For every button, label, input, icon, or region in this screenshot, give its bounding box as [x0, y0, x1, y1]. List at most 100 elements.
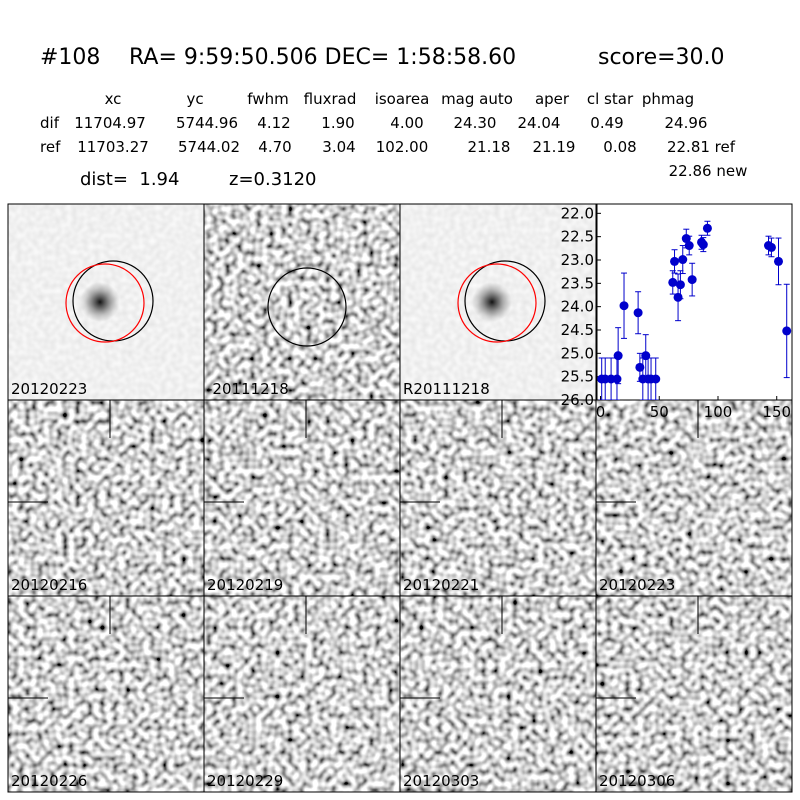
- stamp: 20120226: [7, 595, 205, 793]
- point: [678, 255, 688, 265]
- point: [673, 292, 683, 302]
- cell: 4.70: [258, 138, 291, 156]
- cell: 4.12: [257, 114, 290, 132]
- stamp-label: 20120219: [207, 576, 283, 594]
- stamp: 20120229: [203, 595, 401, 793]
- plot-area: [596, 203, 793, 401]
- stamp-label: R20111218: [403, 380, 490, 398]
- stamp-label: 20120223: [11, 380, 87, 398]
- column-header: fwhm: [247, 90, 288, 108]
- point: [612, 374, 622, 384]
- cell: 102.00: [376, 138, 429, 156]
- stamp: 20120219: [203, 399, 401, 597]
- stamp: 20120216: [7, 399, 205, 597]
- cell: 11703.27: [77, 138, 149, 156]
- x-tick-label: 150: [762, 403, 791, 421]
- y-tick-label: 22.5: [561, 228, 594, 246]
- x-tick-label: 50: [650, 403, 669, 421]
- stamp: 20120221: [399, 399, 597, 597]
- y-tick-label: 23.0: [561, 251, 594, 269]
- stamp-label: 20120221: [403, 576, 479, 594]
- stamp: 20120223: [7, 203, 205, 401]
- cell: 11704.97: [74, 114, 146, 132]
- redshift: z=0.3120: [229, 169, 317, 190]
- y-tick-label: 25.0: [561, 344, 594, 362]
- y-tick-label: 22.0: [561, 204, 594, 222]
- cell: 21.18: [468, 138, 511, 156]
- dif-circle: [267, 267, 347, 347]
- point: [668, 277, 678, 287]
- column-header: cl star: [587, 90, 634, 108]
- stamp-label: 20120223: [599, 576, 675, 594]
- score: score=30.0: [598, 45, 725, 70]
- point: [782, 326, 792, 336]
- cell: 22.86 new: [669, 162, 748, 180]
- column-header: yc: [186, 90, 203, 108]
- object-id: #108: [40, 45, 100, 70]
- cell: 24.96: [665, 114, 708, 132]
- x-tick-label: 0: [596, 403, 606, 421]
- cell: 22.81 ref: [667, 138, 736, 156]
- stamp-label: 20120303: [403, 772, 479, 790]
- point: [670, 256, 680, 266]
- cell: 0.49: [590, 114, 623, 132]
- source: [472, 282, 512, 322]
- cell: 24.30: [454, 114, 497, 132]
- point: [635, 362, 645, 372]
- point: [613, 351, 623, 361]
- points: [597, 220, 792, 400]
- point: [651, 374, 661, 384]
- point: [702, 223, 712, 233]
- cell: 24.04: [518, 114, 561, 132]
- point: [687, 275, 697, 285]
- stamp: 20120223: [595, 399, 793, 597]
- point: [619, 301, 629, 311]
- coordinates: RA= 9:59:50.506 DEC= 1:58:58.60: [129, 45, 516, 70]
- stamp: 20120306: [595, 595, 793, 793]
- cell: 5744.02: [178, 138, 240, 156]
- point: [766, 242, 776, 252]
- point: [773, 256, 783, 266]
- y-tick-label: 25.5: [561, 368, 594, 386]
- cell: 21.19: [533, 138, 576, 156]
- column-header: xc: [105, 90, 122, 108]
- point: [684, 241, 694, 251]
- column-header: phmag: [642, 90, 694, 108]
- cell: 1.90: [321, 114, 354, 132]
- point: [641, 351, 651, 361]
- row-label: ref: [40, 138, 61, 156]
- dist: dist= 1.94: [80, 169, 179, 190]
- column-header: aper: [535, 90, 570, 108]
- stamp: 20120303: [399, 595, 597, 793]
- row-label: dif: [40, 114, 60, 132]
- column-header: fluxrad: [304, 90, 357, 108]
- cell: 3.04: [322, 138, 355, 156]
- stamp-label: 20120226: [11, 772, 87, 790]
- dif-circle: [65, 263, 145, 343]
- table: xc yc fwhm fluxrad isoarea mag auto aper cl sta…: [40, 90, 747, 180]
- column-header: mag auto: [441, 90, 513, 108]
- dif-circle: [457, 263, 537, 343]
- cell: 0.08: [603, 138, 636, 156]
- cell: 4.00: [390, 114, 423, 132]
- x-tick-label: 100: [704, 403, 733, 421]
- point: [675, 280, 685, 290]
- y-tick-label: 23.5: [561, 274, 594, 292]
- point: [633, 308, 643, 318]
- y-tick-label: 26.0: [561, 391, 594, 409]
- stamp: R20111218: [399, 203, 597, 401]
- cell: 5744.96: [176, 114, 238, 132]
- column-header: isoarea: [375, 90, 430, 108]
- stamp-label: 20120229: [207, 772, 283, 790]
- stamp-label: 20120216: [11, 576, 87, 594]
- stamp-label: 20120306: [599, 772, 675, 790]
- y-tick-label: 24.5: [561, 321, 594, 339]
- stamp: -20111218: [203, 203, 401, 401]
- point: [698, 240, 708, 250]
- stamps: 20120223 -20111218 R20111218 20120216 201202…: [7, 203, 793, 793]
- y-tick-label: 24.0: [561, 298, 594, 316]
- stamp-label: -20111218: [207, 380, 289, 398]
- source: [80, 282, 120, 322]
- light-curve: 22.0 22.5 23.0 23.5 24.0 24.5 25.0 25.5 26.00 50 1…: [561, 203, 793, 421]
